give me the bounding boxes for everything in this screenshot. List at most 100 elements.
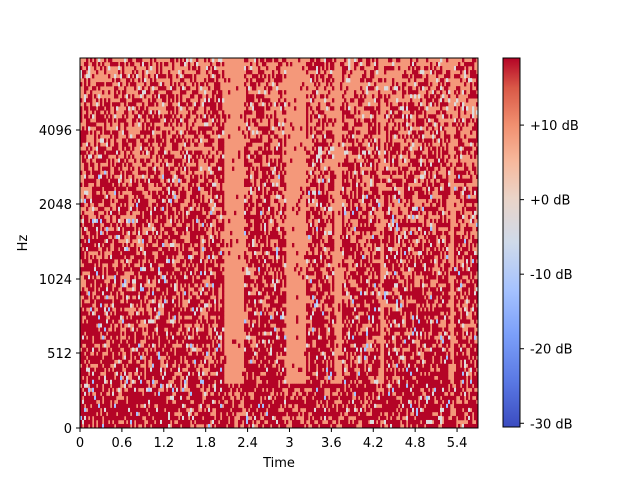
heatmap-cell (210, 142, 213, 147)
heatmap-cell (148, 255, 151, 260)
heatmap-cell (240, 415, 243, 421)
heatmap-cell (202, 283, 205, 288)
heatmap-cell (150, 383, 153, 389)
heatmap-cell (148, 114, 151, 119)
heatmap-cell (162, 283, 165, 288)
heatmap-cell (206, 351, 209, 356)
heatmap-cell (108, 110, 111, 115)
heatmap-cell (172, 198, 175, 204)
heatmap-cell (136, 387, 139, 393)
heatmap-cell (102, 247, 105, 252)
heatmap-cell (178, 391, 181, 397)
heatmap-cell (144, 403, 147, 409)
heatmap-cell (248, 247, 251, 252)
heatmap-cell (190, 395, 193, 401)
heatmap-cell (220, 226, 223, 232)
heatmap-cell (196, 355, 199, 360)
heatmap-cell (178, 158, 181, 163)
heatmap-cell (92, 411, 95, 417)
heatmap-cell (168, 419, 171, 425)
heatmap-cell (134, 118, 137, 123)
heatmap-cell (200, 367, 203, 372)
heatmap-cell (268, 170, 271, 175)
heatmap-cell (220, 146, 223, 151)
heatmap-cell (118, 371, 121, 377)
heatmap-cell (142, 114, 145, 119)
heatmap-cell (254, 259, 257, 264)
heatmap-cell (248, 142, 251, 147)
heatmap-cell (194, 190, 197, 196)
heatmap-cell (112, 222, 115, 228)
heatmap-cell (104, 170, 107, 175)
heatmap-cell (266, 423, 269, 429)
heatmap-cell (158, 190, 161, 196)
heatmap-cell (194, 335, 197, 340)
heatmap-cell (268, 363, 271, 368)
heatmap-cell (260, 230, 263, 236)
heatmap-cell (172, 98, 175, 103)
heatmap-cell (180, 263, 183, 268)
heatmap-cell (188, 379, 191, 385)
heatmap-cell (100, 114, 103, 119)
heatmap-cell (198, 415, 201, 421)
heatmap-cell (248, 206, 251, 212)
heatmap-cell (170, 58, 173, 63)
heatmap-cell (110, 82, 113, 87)
heatmap-cell (162, 367, 165, 372)
heatmap-cell (156, 90, 159, 95)
heatmap-cell (148, 102, 151, 107)
heatmap-cell (184, 74, 187, 79)
heatmap-cell (232, 407, 235, 413)
heatmap-cell (118, 283, 121, 288)
heatmap-cell (80, 307, 83, 312)
heatmap-cell (174, 174, 177, 179)
heatmap-cell (122, 186, 125, 192)
heatmap-cell (162, 415, 165, 421)
heatmap-cell (146, 403, 149, 409)
heatmap-cell (126, 383, 129, 389)
heatmap-cell (92, 399, 95, 405)
heatmap-cell (114, 182, 117, 187)
heatmap-cell (108, 230, 111, 236)
heatmap-cell (264, 174, 267, 179)
heatmap-cell (258, 403, 261, 409)
heatmap-cell (136, 383, 139, 389)
heatmap-cell (246, 146, 249, 151)
heatmap-cell (126, 371, 129, 377)
heatmap-cell (96, 218, 99, 224)
heatmap-cell (152, 255, 155, 260)
heatmap-cell (256, 226, 259, 232)
heatmap-cell (248, 383, 251, 389)
heatmap-cell (276, 182, 279, 187)
heatmap-cell (218, 351, 221, 356)
heatmap-cell (244, 82, 247, 87)
heatmap-cell (120, 118, 123, 123)
heatmap-cell (80, 114, 83, 119)
heatmap-cell (118, 162, 121, 167)
heatmap-cell (152, 351, 155, 356)
heatmap-cell (270, 399, 273, 405)
heatmap-cell (208, 379, 211, 385)
heatmap-cell (86, 126, 89, 131)
heatmap-cell (216, 407, 219, 413)
heatmap-cell (122, 387, 125, 393)
heatmap-cell (194, 351, 197, 356)
heatmap-cell (160, 218, 163, 224)
heatmap-cell (118, 323, 121, 328)
heatmap-cell (84, 62, 87, 67)
heatmap-cell (246, 98, 249, 103)
heatmap-cell (132, 263, 135, 268)
heatmap-cell (188, 375, 191, 381)
heatmap-cell (210, 214, 213, 220)
heatmap-cell (178, 178, 181, 183)
heatmap-cell (142, 255, 145, 260)
heatmap-cell (264, 62, 267, 67)
heatmap-cell (96, 391, 99, 397)
heatmap-cell (178, 230, 181, 236)
heatmap-cell (170, 138, 173, 143)
heatmap-cell (258, 283, 261, 288)
heatmap-cell (190, 178, 193, 183)
heatmap-cell (256, 230, 259, 236)
heatmap-cell (98, 283, 101, 288)
heatmap-cell (190, 206, 193, 212)
